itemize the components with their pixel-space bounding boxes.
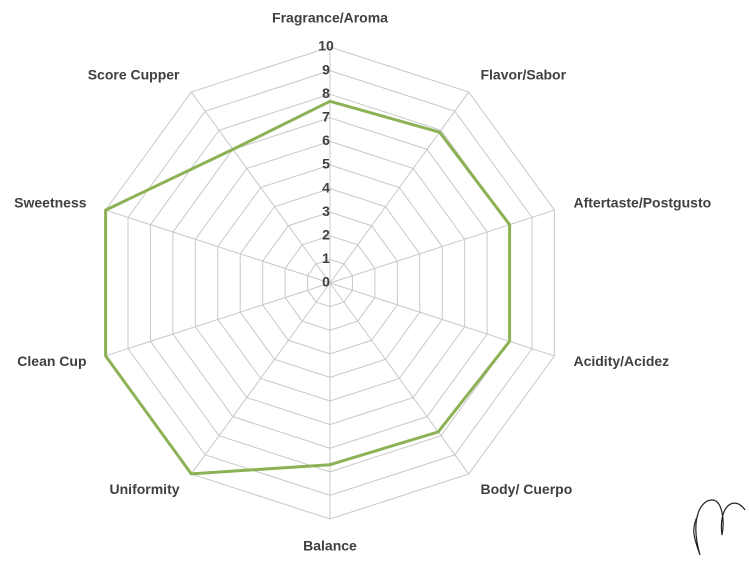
r-tick-label: 6 [322,132,330,148]
r-tick-label: 5 [322,156,330,172]
spoke [191,283,330,474]
category-label: Body/ Cuerpo [480,481,572,497]
doodle [694,500,745,555]
category-label: Uniformity [110,481,180,497]
category-label: Fragrance/Aroma [272,10,388,26]
r-tick-label: 3 [322,203,330,219]
label-layer: 0 1 2 3 4 5 6 7 8 9 10 Fragrance/Aroma Flavor/Sabor A… [14,10,711,554]
r-tick-label: 7 [322,109,330,125]
chart: 0 1 2 3 4 5 6 7 8 9 10 Fragrance/Aroma Flavor/Sabor A… [0,0,749,557]
category-label: Score Cupper [88,67,180,83]
r-tick-label: 2 [322,227,330,243]
category-label: Clean Cup [17,353,86,369]
r-tick-label: 9 [322,61,330,77]
r-tick-label: 10 [318,38,334,54]
category-label: Balance [303,538,357,554]
category-label: Flavor/Sabor [480,67,566,83]
page: {"chart_data": {"type": "radar", "catego… [0,0,749,557]
category-label: Aftertaste/Postgusto [573,195,711,211]
category-label: Acidity/Acidez [573,353,669,369]
category-label: Sweetness [14,195,87,211]
spoke [191,92,330,283]
r-tick-label: 8 [322,85,330,101]
spoke [330,283,469,474]
r-tick-label: 0 [322,274,330,290]
r-tick-label: 1 [322,250,330,266]
r-tick-label: 4 [322,179,330,195]
